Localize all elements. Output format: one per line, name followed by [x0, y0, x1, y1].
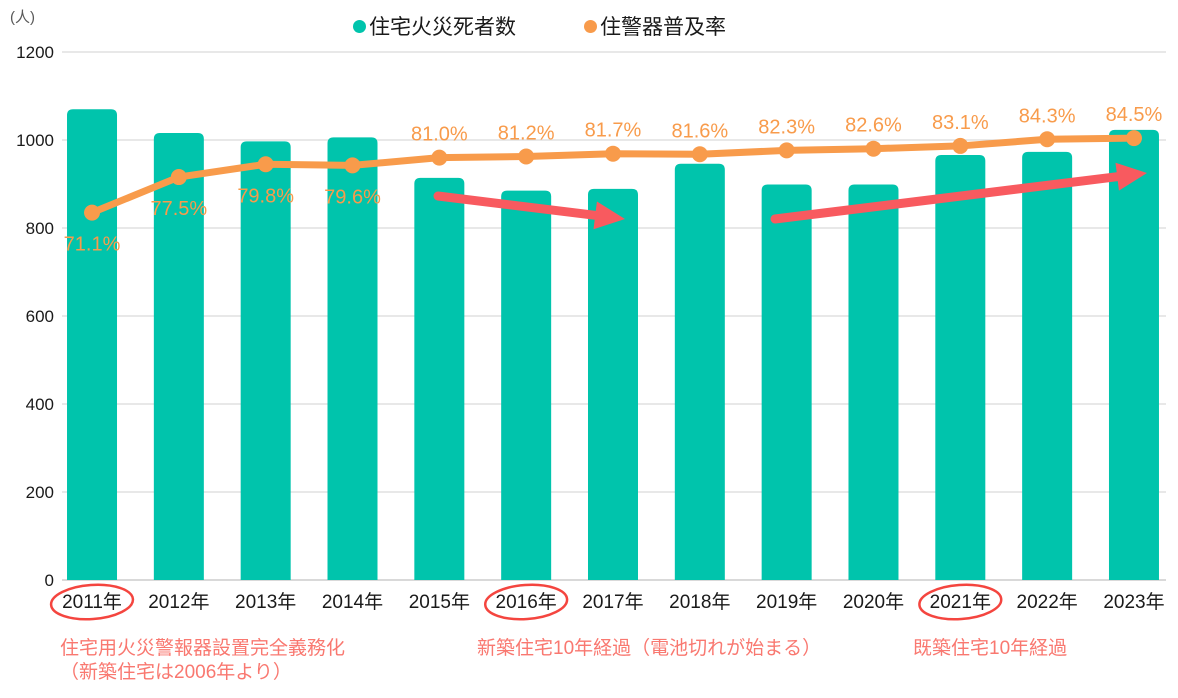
legend-label-alarm-rate: 住警器普及率	[600, 16, 726, 39]
y-axis-tick-label: 400	[26, 395, 54, 414]
rate-value-label: 71.1%	[64, 234, 121, 256]
legend-item-alarm-rate: 住警器普及率	[584, 11, 726, 41]
circle-annotation-2021年	[918, 583, 1003, 621]
rate-point-2020年	[865, 140, 882, 157]
circle-annotation-2016年	[483, 583, 569, 621]
rate-value-label: 81.7%	[585, 120, 642, 142]
rate-point-2011年	[84, 204, 101, 221]
rate-point-2016年	[518, 148, 535, 165]
bar-2016年	[501, 190, 552, 580]
annotation-text: 新築住宅10年経過（電池切れが始まる）	[477, 637, 821, 661]
bar-2022年	[1022, 151, 1073, 580]
y-axis-tick-label: 600	[26, 307, 54, 326]
y-axis-tick-label: 200	[26, 483, 54, 502]
y-axis-tick-label: 1000	[16, 131, 54, 150]
rate-point-2012年	[170, 169, 187, 186]
rate-value-label: 79.6%	[324, 186, 381, 208]
y-axis-tick-label: 1200	[16, 43, 54, 62]
rate-value-label: 82.3%	[758, 116, 815, 138]
rate-value-label: 84.3%	[1019, 105, 1076, 127]
trend-arrow-shaft	[433, 191, 600, 220]
bar-2012年	[153, 132, 204, 580]
rate-point-2021年	[952, 137, 969, 154]
legend: 住宅火災死者数 住警器普及率	[353, 11, 726, 41]
x-axis-label-2012年: 2012年	[148, 591, 209, 613]
rate-value-label: 84.5%	[1106, 104, 1163, 126]
x-axis-label-2018年: 2018年	[669, 591, 730, 613]
annotations-layer: 住宅用火災警報器設置完全義務化 （新築住宅は2006年より） 新築住宅10年経過（電…	[0, 637, 1178, 697]
x-axis-label-2017年: 2017年	[582, 591, 643, 613]
rate-value-label: 77.5%	[150, 198, 207, 220]
bar-2017年	[587, 188, 638, 580]
y-axis-tick-label: 0	[45, 571, 54, 590]
rate-value-label: 79.8%	[237, 185, 294, 207]
x-axis-label-2016年: 2016年	[496, 591, 557, 613]
rate-value-label: 83.1%	[932, 112, 989, 134]
trend-arrow-shaft	[770, 172, 1122, 224]
bar-2019年	[761, 184, 812, 580]
rate-point-2015年	[431, 149, 448, 166]
rate-point-2017年	[604, 145, 621, 162]
annotation-text: 住宅用火災警報器設置完全義務化 （新築住宅は2006年より）	[60, 637, 345, 685]
rate-value-label: 81.6%	[671, 120, 728, 142]
y-axis-tick-label: 800	[26, 219, 54, 238]
legend-item-fire-deaths: 住宅火災死者数	[353, 11, 516, 41]
annotation-line: 住宅用火災警報器設置完全義務化	[60, 638, 346, 659]
bar-2018年	[674, 163, 725, 580]
rate-point-2014年	[344, 157, 361, 174]
legend-dot-fire-deaths-icon	[353, 19, 366, 33]
legend-label-fire-deaths: 住宅火災死者数	[369, 16, 516, 39]
bar-2020年	[848, 184, 899, 580]
trend-arrow-head	[593, 201, 625, 230]
rate-point-2018年	[691, 146, 708, 163]
legend-dot-alarm-rate-icon	[584, 19, 597, 33]
x-axis-label-2023年: 2023年	[1103, 591, 1164, 613]
x-axis-label-2014年: 2014年	[322, 591, 383, 613]
trend-arrow-head	[1115, 162, 1147, 191]
bar-2011年	[67, 109, 118, 580]
x-axis-label-2022年: 2022年	[1017, 591, 1078, 613]
rate-point-2019年	[778, 142, 795, 159]
rate-value-label: 81.0%	[411, 124, 468, 146]
x-axis-label-2020年: 2020年	[843, 591, 904, 613]
x-axis-label-2021年: 2021年	[930, 591, 991, 613]
circle-annotation-2011年	[49, 583, 135, 621]
y-axis-unit-label: (人)	[10, 9, 35, 26]
annotation-line: 既築住宅10年経過	[913, 638, 1068, 659]
rate-point-2022年	[1039, 131, 1056, 148]
bar-2021年	[935, 154, 986, 580]
bar-2014年	[327, 137, 378, 581]
x-axis-label-2013年: 2013年	[235, 591, 296, 613]
bar-2015年	[414, 177, 465, 580]
x-axis-label-2015年: 2015年	[409, 591, 470, 613]
rate-value-label: 81.2%	[498, 122, 555, 144]
rate-point-2013年	[257, 156, 274, 173]
bar-2013年	[240, 141, 291, 580]
x-axis-label-2011年: 2011年	[62, 591, 122, 613]
bar-2023年	[1108, 129, 1159, 580]
rate-value-label: 82.6%	[845, 115, 902, 137]
annotation-line: （新築住宅は2006年より）	[60, 662, 292, 683]
annotation-line: 新築住宅10年経過（電池切れが始まる）	[477, 638, 822, 659]
annotation-text: 既築住宅10年経過	[913, 637, 1067, 661]
x-axis-label-2019年: 2019年	[756, 591, 817, 613]
rate-point-2023年	[1125, 130, 1142, 147]
